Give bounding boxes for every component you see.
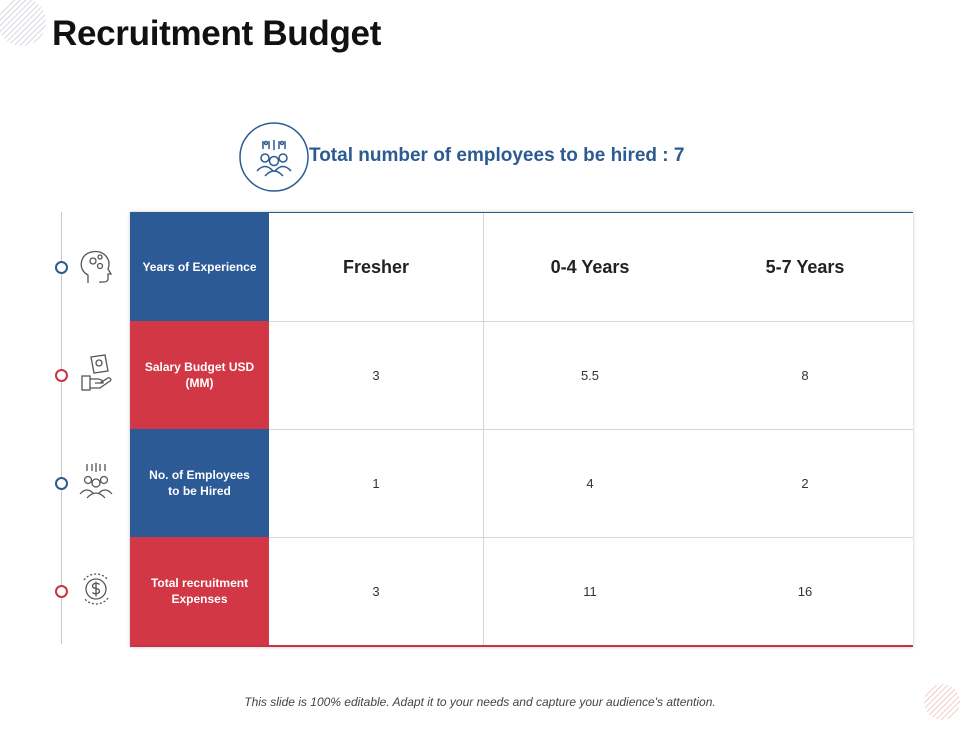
table-row: Salary Budget USD (MM) 3 5.5 8 xyxy=(130,321,913,429)
column-header: Fresher xyxy=(342,256,410,277)
row-label-employees-to-hire: No. of Employees to be Hired xyxy=(130,429,269,537)
team-icon xyxy=(239,122,309,192)
timeline-dot xyxy=(55,585,68,598)
money-hand-icon xyxy=(81,354,112,391)
budget-table: Years of Experience Fresher 0-4 Years 5-… xyxy=(130,212,913,647)
table-cell: 4 xyxy=(586,475,594,491)
column-header: 5-7 Years xyxy=(765,256,845,277)
table-row: No. of Employees to be Hired 1 4 2 xyxy=(130,429,913,537)
table-cell: 3 xyxy=(372,367,380,383)
timeline-line xyxy=(61,212,62,644)
table-cell: 11 xyxy=(583,583,597,599)
head-gears-icon xyxy=(80,250,113,283)
timeline-dot xyxy=(55,261,68,274)
table-cell: 8 xyxy=(801,367,809,383)
table-cell: 5.5 xyxy=(580,367,600,383)
row-label-total-recruitment-expenses: Total recruitment Expenses xyxy=(130,537,269,645)
page-title: Recruitment Budget xyxy=(52,14,382,53)
dollar-cycle-icon xyxy=(83,573,109,605)
timeline-dot xyxy=(55,477,68,490)
summary-total-employees: Total number of employees to be hired : … xyxy=(309,145,685,166)
table-cell: 16 xyxy=(797,583,813,599)
table-cell: 1 xyxy=(372,475,380,491)
table-header-row: Years of Experience Fresher 0-4 Years 5-… xyxy=(130,213,913,321)
row-divider xyxy=(269,429,913,430)
table-cell: 2 xyxy=(801,475,809,491)
row-divider xyxy=(269,537,913,538)
column-header: 0-4 Years xyxy=(550,256,630,277)
row-divider xyxy=(269,321,913,322)
table-row: Total recruitment Expenses 3 11 16 xyxy=(130,537,913,645)
timeline-dot xyxy=(55,369,68,382)
footer-note: This slide is 100% editable. Adapt it to… xyxy=(244,695,716,709)
row-label-salary-budget: Salary Budget USD (MM) xyxy=(130,321,269,429)
row-label-years-of-experience: Years of Experience xyxy=(130,213,269,321)
corner-decoration xyxy=(0,0,46,46)
table-cell: 3 xyxy=(372,583,380,599)
corner-decoration xyxy=(924,684,960,720)
team-icon xyxy=(79,463,113,499)
column-divider xyxy=(483,213,484,645)
